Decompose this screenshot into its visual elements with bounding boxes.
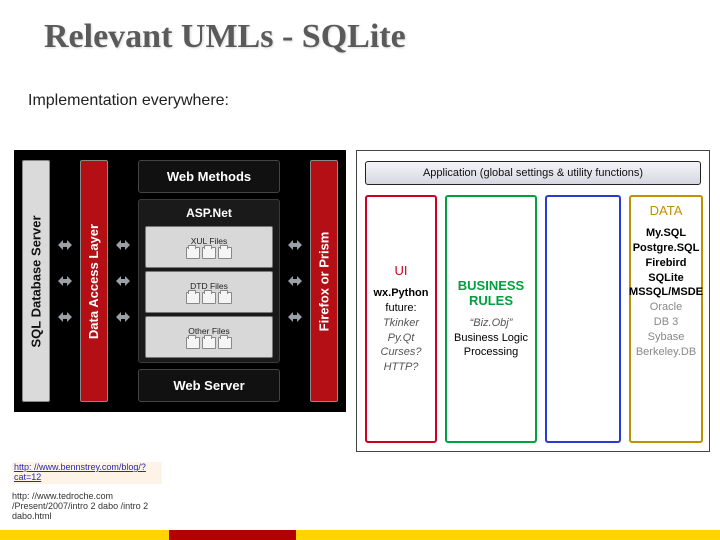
- ui-pyqt: Py.Qt: [373, 331, 428, 346]
- ui-future-label: future:: [373, 301, 428, 316]
- left-architecture-diagram: SQL Database Server Data Access Layer We…: [14, 150, 346, 412]
- double-arrow-icon: [58, 312, 72, 322]
- folder-row: [186, 292, 232, 304]
- data-head: DATA: [650, 203, 683, 218]
- data-body: My.SQL Postgre.SQL Firebird SQLite MSSQL…: [629, 226, 703, 360]
- data-postgresql: Postgre.SQL: [629, 241, 703, 256]
- double-arrow-icon: [116, 276, 130, 286]
- arrow-column-1: [58, 160, 72, 402]
- folder-icon: [218, 292, 232, 304]
- data-oracle: Oracle: [629, 300, 703, 315]
- data-firebird: Firebird: [629, 256, 703, 271]
- double-arrow-icon: [58, 240, 72, 250]
- arrow-column-3: [288, 160, 302, 402]
- data-sybase: Sybase: [629, 330, 703, 345]
- right-layered-diagram: Application (global settings & utility f…: [356, 150, 710, 452]
- folder-icon: [202, 247, 216, 259]
- folder-icon: [218, 247, 232, 259]
- asp-net-label: ASP.Net: [145, 206, 273, 220]
- double-arrow-icon: [288, 240, 302, 250]
- business-body: “Biz.Obj” Business Logic Processing: [454, 316, 528, 361]
- folder-row: [186, 247, 232, 259]
- ui-body: wx.Python future: Tkinker Py.Qt Curses? …: [373, 286, 428, 375]
- slide-title: Relevant UMLs - SQLite: [44, 18, 406, 56]
- sql-database-server-label: SQL Database Server: [29, 215, 44, 347]
- folder-dtd: DTD Files: [145, 271, 273, 313]
- business-line1: Business Logic: [454, 331, 528, 346]
- double-arrow-icon: [116, 312, 130, 322]
- application-bar: Application (global settings & utility f…: [365, 161, 701, 185]
- web-methods-box: Web Methods: [138, 160, 280, 193]
- bottom-accent-bar: [0, 530, 720, 540]
- source-link-1[interactable]: http: //www.bennstrey.com/blog/?cat=12: [12, 462, 162, 484]
- sql-database-server-strip: SQL Database Server: [22, 160, 50, 402]
- ui-http: HTTP?: [373, 360, 428, 375]
- folder-icon: [186, 247, 200, 259]
- folder-icon: [186, 337, 200, 349]
- slide-subtitle: Implementation everywhere:: [28, 92, 229, 110]
- folder-row: [186, 337, 232, 349]
- ui-curses: Curses?: [373, 345, 428, 360]
- folder-xul: XUL Files: [145, 226, 273, 268]
- accent-yellow-1: [0, 530, 169, 540]
- file-folders-container: XUL Files DTD Files Other Files: [145, 226, 273, 358]
- data-access-layer-label: Data Access Layer: [87, 223, 102, 338]
- web-server-box: Web Server: [138, 369, 280, 402]
- data-access-layer-strip: Data Access Layer: [80, 160, 108, 402]
- spacer-column: [545, 195, 621, 443]
- ui-column: UI wx.Python future: Tkinker Py.Qt Curse…: [365, 195, 437, 443]
- double-arrow-icon: [58, 276, 72, 286]
- ui-wxpython: wx.Python: [373, 286, 428, 301]
- folder-icon: [186, 292, 200, 304]
- firefox-prism-label: Firefox or Prism: [317, 231, 332, 331]
- folder-icon: [202, 292, 216, 304]
- data-mysql: My.SQL: [629, 226, 703, 241]
- business-head: BUSINESS RULES: [451, 278, 531, 308]
- ui-tkinter: Tkinker: [373, 316, 428, 331]
- data-mssql: MSSQL/MSDE: [629, 285, 703, 300]
- accent-yellow-2: [296, 530, 720, 540]
- data-sqlite: SQLite: [629, 271, 703, 286]
- accent-red: [169, 530, 296, 540]
- data-column: DATA My.SQL Postgre.SQL Firebird SQLite …: [629, 195, 703, 443]
- source-link-2[interactable]: http: //www.tedroche.com /Present/2007/i…: [12, 492, 162, 522]
- data-db3: DB 3: [629, 315, 703, 330]
- folder-icon: [202, 337, 216, 349]
- web-stack-column: Web Methods ASP.Net XUL Files DTD Files …: [138, 160, 280, 402]
- ui-head: UI: [395, 263, 408, 278]
- folder-icon: [218, 337, 232, 349]
- firefox-prism-strip: Firefox or Prism: [310, 160, 338, 402]
- data-berkeleydb: Berkeley.DB: [629, 345, 703, 360]
- double-arrow-icon: [288, 276, 302, 286]
- business-line2: Processing: [454, 345, 528, 360]
- arrow-column-2: [116, 160, 130, 402]
- asp-net-box: ASP.Net XUL Files DTD Files Other Files: [138, 199, 280, 363]
- business-rules-column: BUSINESS RULES “Biz.Obj” Business Logic …: [445, 195, 537, 443]
- double-arrow-icon: [288, 312, 302, 322]
- business-bizobj: “Biz.Obj”: [454, 316, 528, 331]
- double-arrow-icon: [116, 240, 130, 250]
- folder-other: Other Files: [145, 316, 273, 358]
